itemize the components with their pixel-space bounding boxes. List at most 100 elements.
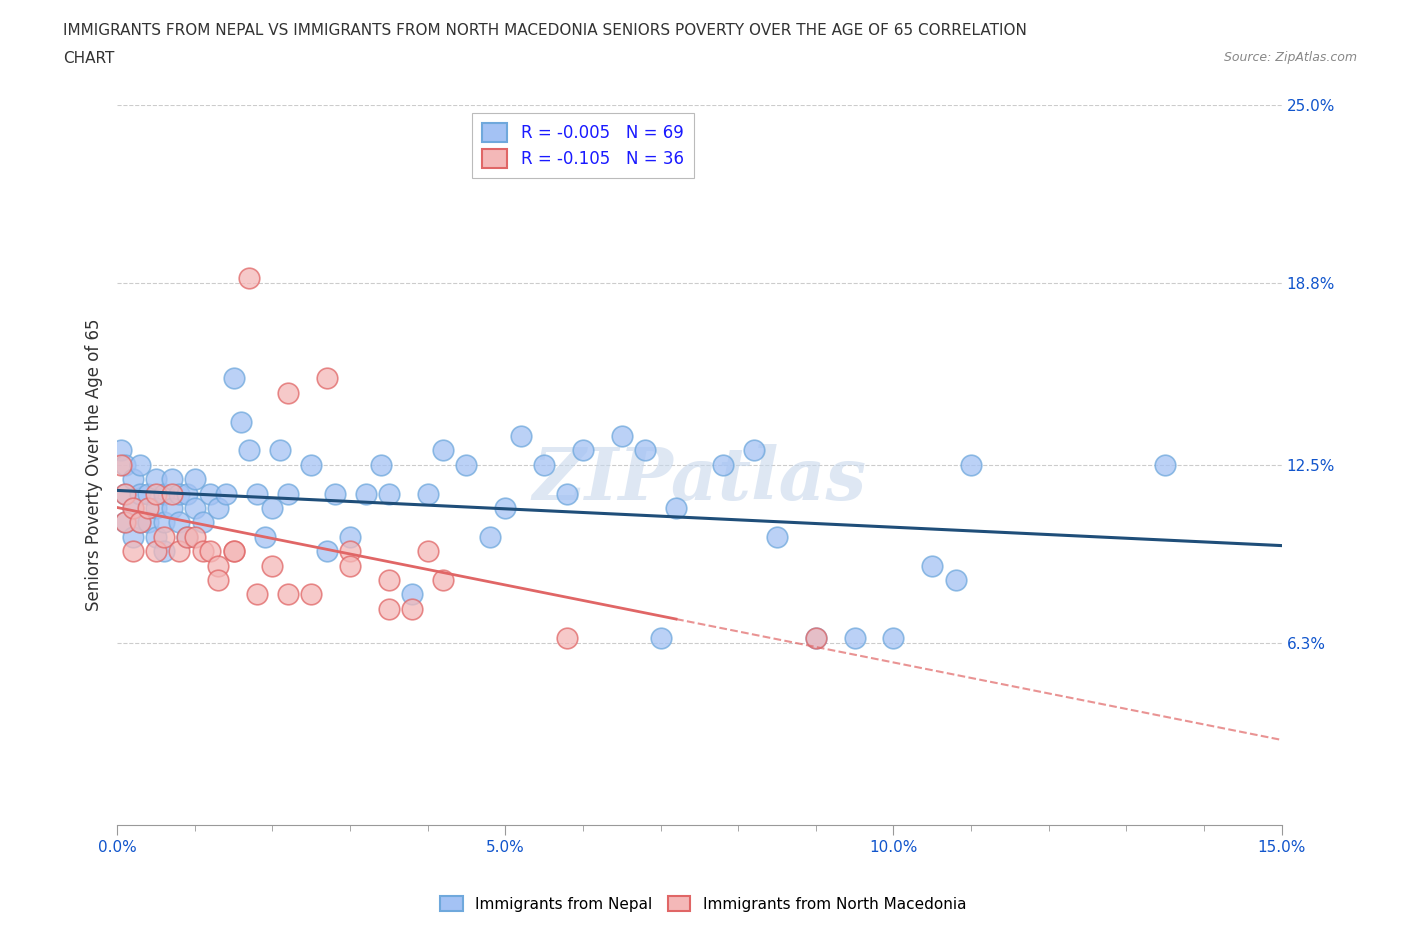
- Text: CHART: CHART: [63, 51, 115, 66]
- Point: [176, 529, 198, 544]
- Point: [160, 500, 183, 515]
- Point: [114, 486, 136, 501]
- Point: [339, 529, 361, 544]
- Point: [650, 631, 672, 645]
- Point: [184, 472, 207, 486]
- Text: Source: ZipAtlas.com: Source: ZipAtlas.com: [1223, 51, 1357, 64]
- Text: ZIPatlas: ZIPatlas: [533, 444, 866, 514]
- Point: [121, 500, 143, 515]
- Point: [557, 631, 579, 645]
- Point: [145, 472, 167, 486]
- Text: IMMIGRANTS FROM NEPAL VS IMMIGRANTS FROM NORTH MACEDONIA SENIORS POVERTY OVER TH: IMMIGRANTS FROM NEPAL VS IMMIGRANTS FROM…: [63, 23, 1028, 38]
- Point: [378, 602, 401, 617]
- Point: [665, 500, 688, 515]
- Point: [960, 458, 983, 472]
- Point: [110, 458, 132, 472]
- Point: [456, 458, 478, 472]
- Legend: R = -0.005   N = 69, R = -0.105   N = 36: R = -0.005 N = 69, R = -0.105 N = 36: [472, 113, 693, 179]
- Point: [323, 486, 346, 501]
- Point: [299, 458, 322, 472]
- Point: [176, 486, 198, 501]
- Point: [804, 631, 827, 645]
- Point: [238, 270, 260, 285]
- Point: [432, 573, 454, 588]
- Point: [145, 500, 167, 515]
- Point: [1154, 458, 1177, 472]
- Point: [711, 458, 734, 472]
- Point: [145, 529, 167, 544]
- Point: [160, 472, 183, 486]
- Point: [339, 544, 361, 559]
- Point: [129, 486, 152, 501]
- Point: [176, 529, 198, 544]
- Point: [246, 486, 269, 501]
- Point: [339, 558, 361, 573]
- Point: [129, 458, 152, 472]
- Point: [207, 558, 229, 573]
- Point: [766, 529, 789, 544]
- Point: [634, 443, 657, 458]
- Point: [416, 544, 439, 559]
- Point: [136, 486, 159, 501]
- Point: [533, 458, 555, 472]
- Y-axis label: Seniors Poverty Over the Age of 65: Seniors Poverty Over the Age of 65: [86, 319, 103, 611]
- Point: [378, 573, 401, 588]
- Point: [136, 515, 159, 530]
- Point: [269, 443, 291, 458]
- Point: [152, 544, 174, 559]
- Point: [114, 486, 136, 501]
- Point: [145, 544, 167, 559]
- Point: [215, 486, 238, 501]
- Point: [121, 472, 143, 486]
- Point: [494, 500, 516, 515]
- Point: [315, 544, 337, 559]
- Point: [509, 429, 531, 444]
- Point: [121, 544, 143, 559]
- Point: [378, 486, 401, 501]
- Legend: Immigrants from Nepal, Immigrants from North Macedonia: Immigrants from Nepal, Immigrants from N…: [433, 889, 973, 918]
- Point: [222, 544, 245, 559]
- Point: [200, 544, 222, 559]
- Point: [200, 486, 222, 501]
- Point: [572, 443, 595, 458]
- Point: [191, 515, 214, 530]
- Point: [315, 371, 337, 386]
- Point: [557, 486, 579, 501]
- Point: [370, 458, 392, 472]
- Point: [401, 587, 423, 602]
- Point: [416, 486, 439, 501]
- Point: [169, 515, 191, 530]
- Point: [277, 587, 299, 602]
- Point: [152, 486, 174, 501]
- Point: [114, 515, 136, 530]
- Point: [231, 414, 253, 429]
- Point: [136, 500, 159, 515]
- Point: [222, 544, 245, 559]
- Point: [207, 500, 229, 515]
- Point: [742, 443, 765, 458]
- Point: [152, 515, 174, 530]
- Point: [129, 515, 152, 530]
- Point: [882, 631, 904, 645]
- Point: [246, 587, 269, 602]
- Point: [277, 486, 299, 501]
- Point: [277, 385, 299, 400]
- Point: [610, 429, 633, 444]
- Point: [401, 602, 423, 617]
- Point: [222, 371, 245, 386]
- Point: [191, 544, 214, 559]
- Point: [169, 486, 191, 501]
- Point: [945, 573, 967, 588]
- Point: [432, 443, 454, 458]
- Point: [253, 529, 276, 544]
- Point: [262, 500, 284, 515]
- Point: [354, 486, 377, 501]
- Point: [160, 486, 183, 501]
- Point: [262, 558, 284, 573]
- Point: [114, 458, 136, 472]
- Point: [238, 443, 260, 458]
- Point: [207, 573, 229, 588]
- Point: [110, 443, 132, 458]
- Point: [299, 587, 322, 602]
- Point: [804, 631, 827, 645]
